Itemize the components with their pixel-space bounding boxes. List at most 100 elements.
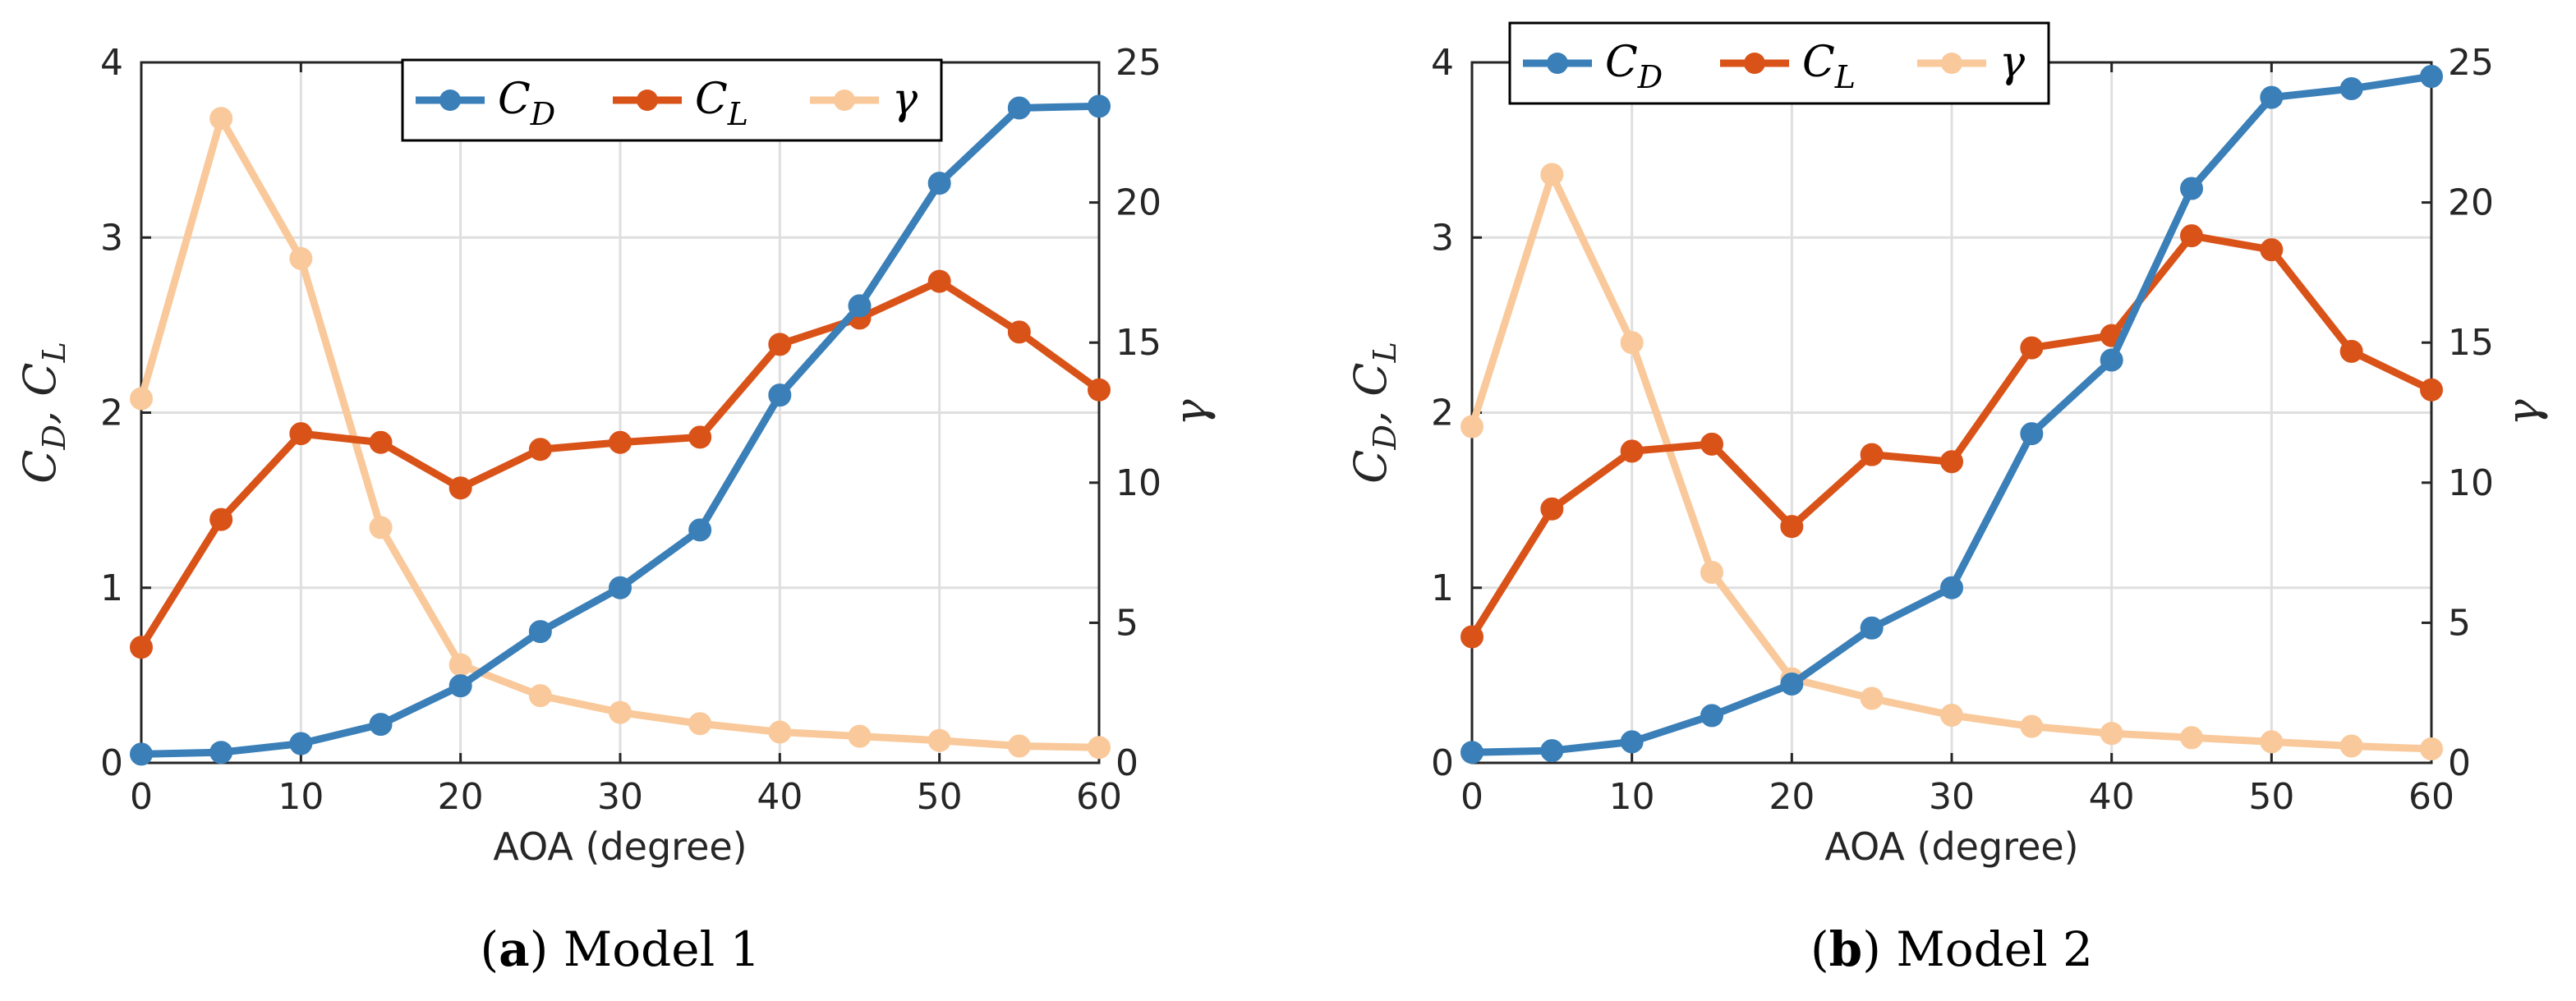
- data-point-CD: [2260, 85, 2284, 109]
- series-CL: [130, 269, 1111, 659]
- data-point-CD: [1460, 741, 1484, 765]
- x-tick-label: 0: [1460, 776, 1484, 818]
- x-tick-label: 0: [130, 776, 153, 818]
- data-point-gamma: [2260, 730, 2284, 754]
- y-right-tick-label: 0: [2448, 742, 2471, 784]
- data-point-gamma: [2180, 726, 2203, 750]
- y-left-tick-label: 2: [1431, 393, 1454, 434]
- caption-letter: a: [499, 921, 530, 977]
- y-right-tick-label: 5: [1116, 602, 1138, 644]
- data-point-CD: [2339, 76, 2363, 100]
- series-gamma: [130, 107, 1111, 760]
- y-right-tick-label: 15: [1116, 322, 1162, 364]
- data-point-CD: [768, 383, 792, 407]
- y-left-tick-label: 4: [100, 42, 123, 84]
- y-left-label-cd-sub: D: [1367, 425, 1403, 450]
- legend-label-CD: CD: [498, 75, 555, 132]
- legend-label-main: C: [498, 75, 531, 124]
- data-point-CL: [209, 507, 233, 531]
- caption-paren-close: ): [1862, 921, 1896, 977]
- data-point-CD: [209, 741, 233, 765]
- y-left-label-space: [14, 397, 66, 411]
- data-point-CL: [448, 476, 472, 500]
- y-left-label-cl-sub: L: [36, 342, 72, 363]
- y-left-tick-label: 2: [100, 393, 123, 434]
- data-point-CD: [1860, 616, 1884, 640]
- legend-label-sub: D: [1637, 59, 1663, 95]
- y-right-tick-label: 25: [1116, 42, 1162, 84]
- caption-text: Model 2: [1896, 921, 2093, 977]
- data-point-gamma: [848, 724, 872, 748]
- legend-label-main: γ: [892, 75, 918, 124]
- y-left-tick-label: 0: [1431, 742, 1454, 784]
- x-tick-label: 40: [2089, 776, 2135, 818]
- x-axis-label: AOA (degree): [1824, 824, 2078, 869]
- data-point-CD: [2100, 348, 2123, 372]
- data-point-CD: [289, 732, 313, 755]
- y-right-axis-label: γ: [2497, 399, 2549, 426]
- data-point-gamma: [209, 107, 233, 131]
- y-right-axis-label: γ: [1165, 399, 1217, 426]
- x-tick-label: 60: [2408, 776, 2454, 818]
- data-point-gamma: [2100, 722, 2123, 746]
- legend-marker-gamma: [1941, 53, 1962, 74]
- data-point-CD: [2420, 65, 2443, 89]
- x-tick-label: 60: [1076, 776, 1122, 818]
- legend-label-CL: CL: [1802, 38, 1856, 95]
- data-point-CL: [609, 430, 632, 454]
- data-point-gamma: [688, 712, 712, 736]
- y-left-label-cl-main: C: [14, 362, 66, 396]
- data-point-gamma: [2339, 734, 2363, 758]
- data-point-CL: [688, 425, 712, 449]
- data-point-CL: [927, 269, 951, 293]
- data-point-CD: [1007, 96, 1031, 120]
- y-left-tick-label: 1: [100, 567, 123, 609]
- data-point-CL: [768, 333, 792, 356]
- data-point-gamma: [448, 653, 472, 677]
- x-tick-label: 10: [278, 776, 324, 818]
- y-right-tick-label: 10: [1116, 462, 1162, 504]
- x-tick-label: 30: [1929, 776, 1975, 818]
- data-point-CD: [1700, 704, 1723, 728]
- legend-marker-CD: [439, 90, 461, 111]
- x-tick-label: 40: [757, 776, 803, 818]
- data-point-CD: [369, 713, 393, 737]
- data-point-gamma: [130, 387, 153, 411]
- y-right-tick-label: 10: [2448, 462, 2494, 504]
- gridlines: [1470, 61, 2433, 765]
- legend-label-main: γ: [1999, 38, 2026, 87]
- data-point-CL: [2020, 336, 2044, 360]
- x-axis-label: AOA (degree): [493, 824, 747, 869]
- x-tick-label: 50: [2248, 776, 2294, 818]
- series-CD: [1460, 65, 2443, 765]
- data-point-CL: [1007, 320, 1031, 344]
- data-point-CL: [289, 422, 313, 446]
- data-point-CL: [1088, 378, 1111, 402]
- data-point-gamma: [1860, 686, 1884, 710]
- data-point-CD: [688, 518, 712, 542]
- panel-caption: (b) Model 2: [1810, 921, 2093, 977]
- series-CD: [130, 94, 1111, 766]
- data-point-CD: [1780, 673, 1804, 696]
- data-point-CL: [1540, 497, 1564, 521]
- data-point-gamma: [609, 700, 632, 724]
- y-left-label-sep: ,: [1345, 411, 1396, 425]
- legend-label-gamma: γ: [892, 75, 918, 124]
- data-point-CD: [848, 294, 872, 318]
- data-point-CD: [1940, 576, 1963, 599]
- data-point-gamma: [1088, 736, 1111, 760]
- data-point-gamma: [1007, 734, 1031, 758]
- data-point-CD: [528, 620, 552, 644]
- data-point-gamma: [289, 246, 313, 270]
- data-point-gamma: [2420, 737, 2443, 760]
- caption-letter: b: [1829, 921, 1863, 977]
- legend-label-sub: L: [727, 96, 748, 132]
- legend-marker-CL: [1744, 53, 1765, 74]
- legend-label-sub: D: [530, 96, 555, 132]
- y-left-axis-label: CD, CL: [1345, 342, 1403, 484]
- data-point-gamma: [369, 516, 393, 540]
- data-point-CL: [2260, 238, 2284, 262]
- y-left-tick-label: 0: [100, 742, 123, 784]
- y-right-tick-label: 20: [1116, 182, 1162, 224]
- series-CL: [1460, 224, 2443, 649]
